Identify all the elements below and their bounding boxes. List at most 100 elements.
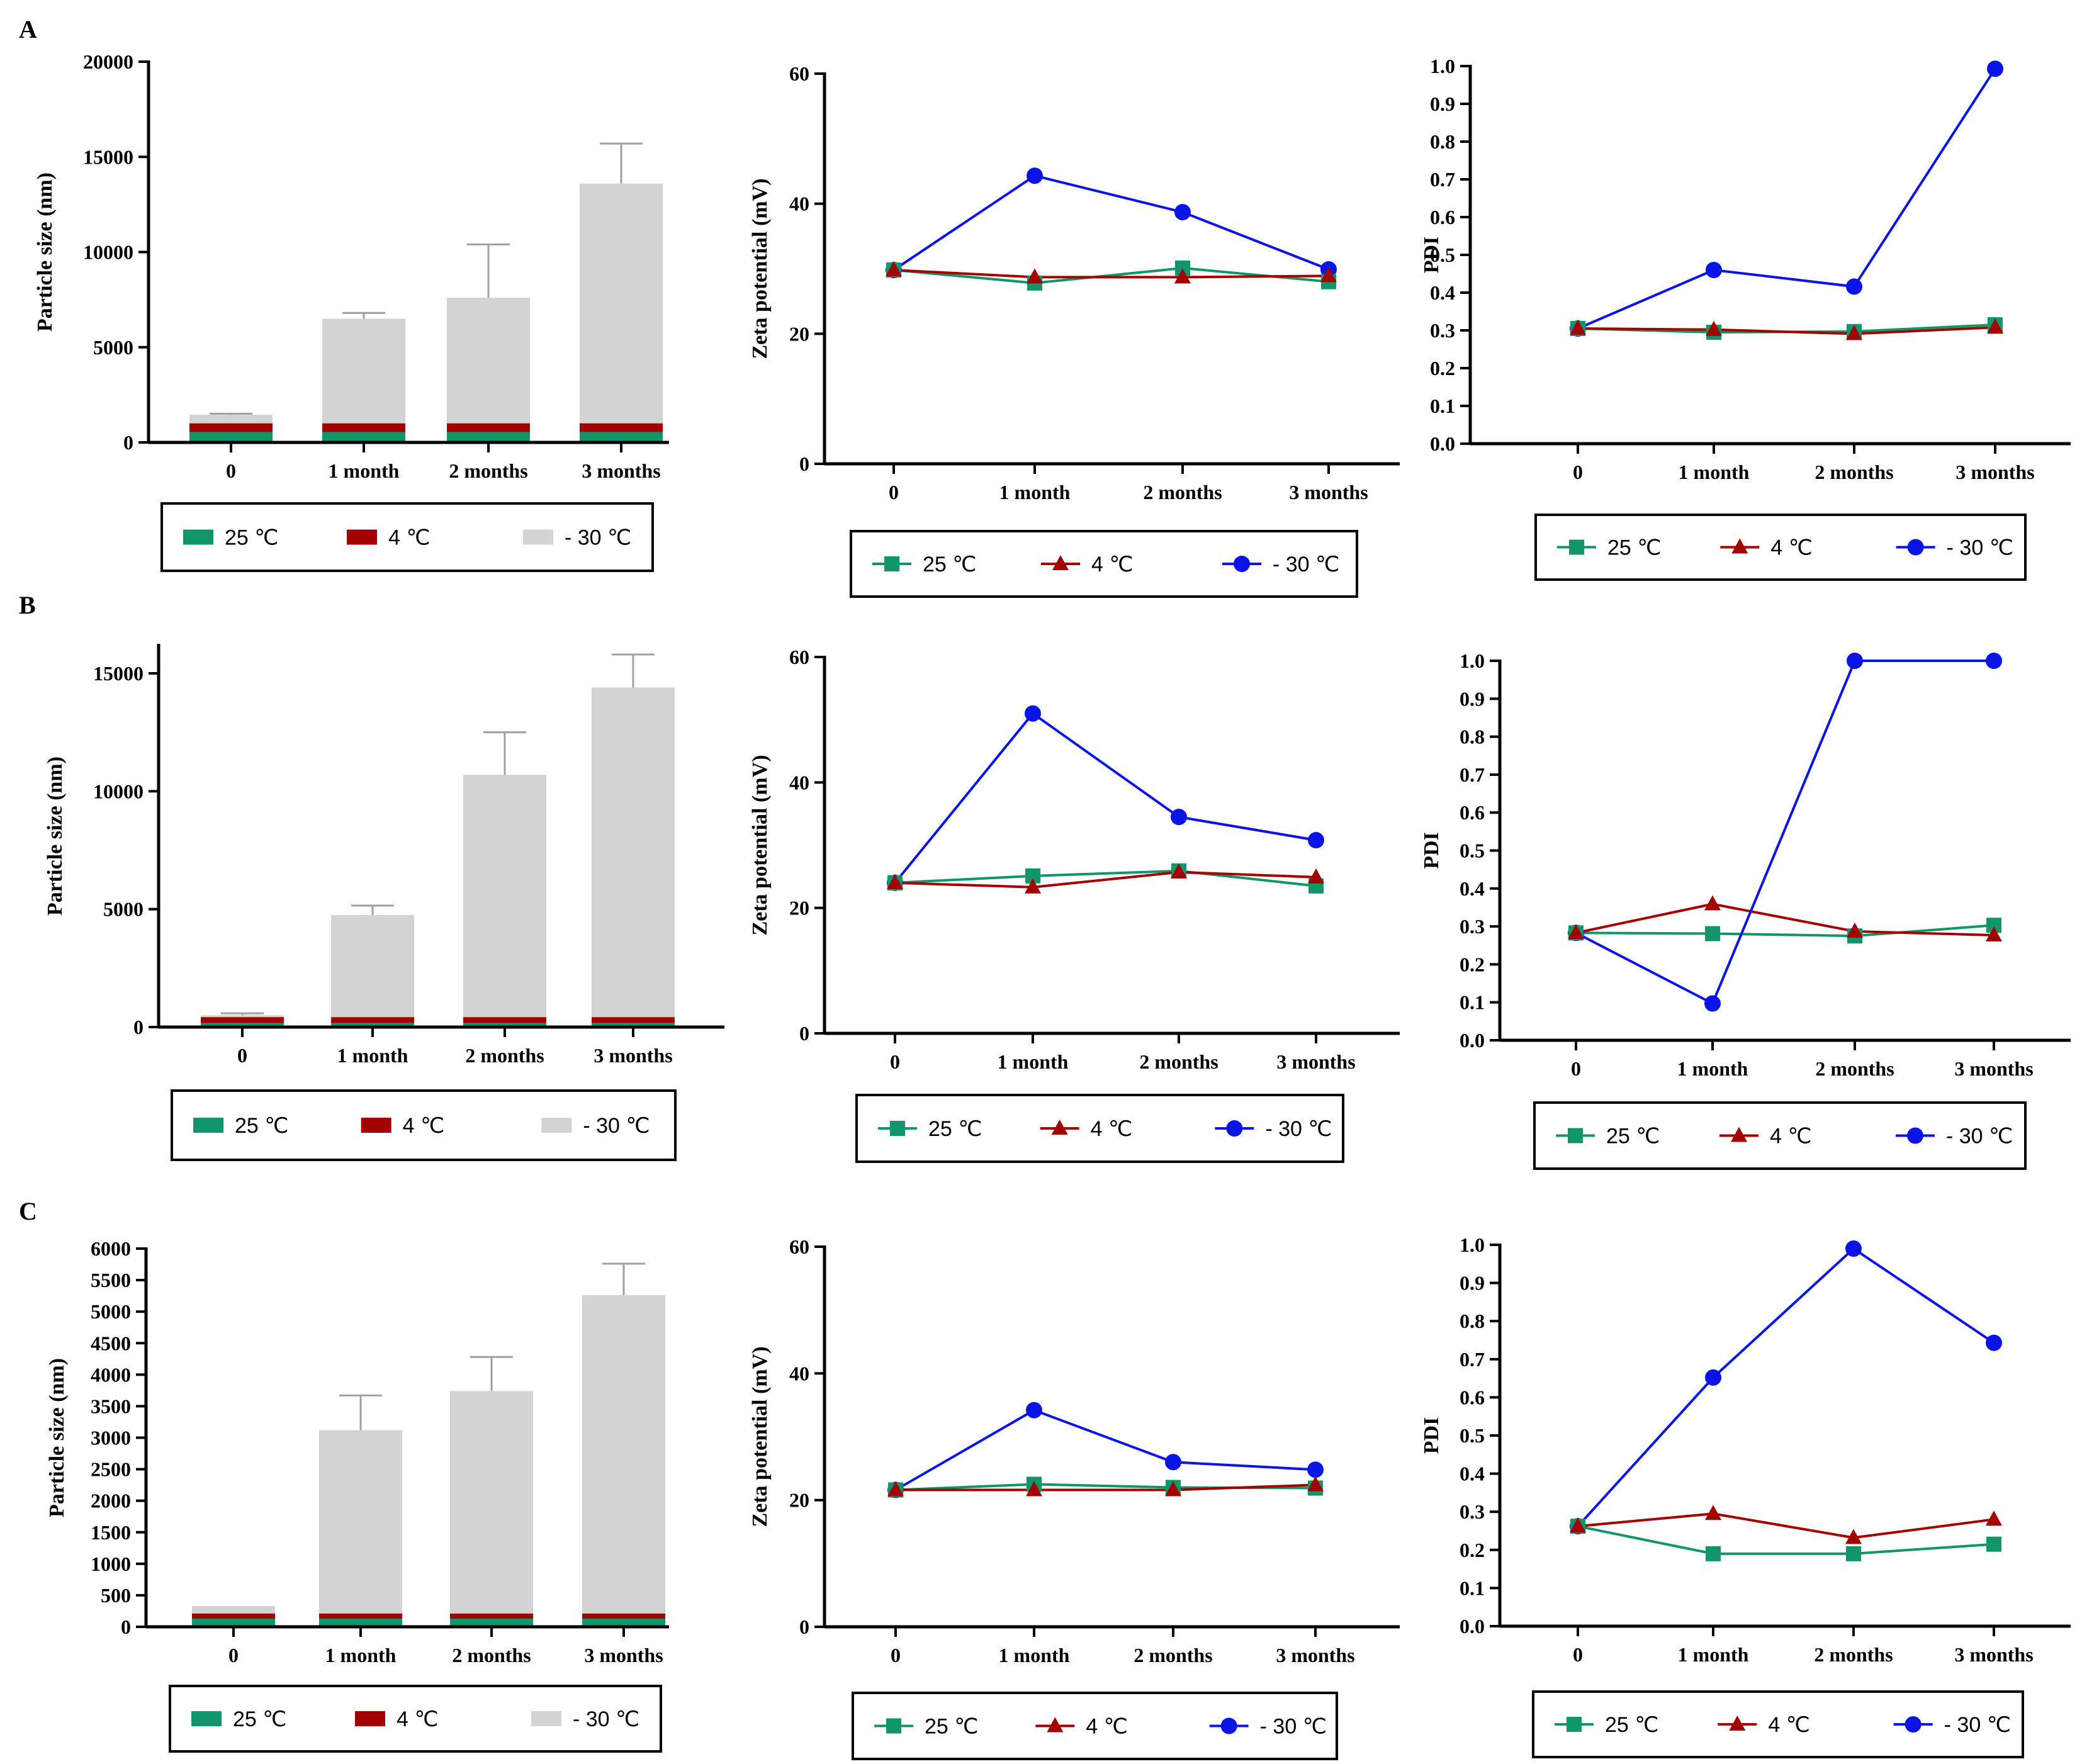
- y-tick-label: 0.2: [1430, 357, 1455, 379]
- y-axis-label: Zeta potential (mV): [748, 755, 772, 935]
- legend-swatch: [523, 529, 553, 545]
- legend-marker-triangle: [1047, 1717, 1064, 1733]
- x-tick-label: 3 months: [594, 1044, 672, 1067]
- bar-25-0: [201, 1023, 284, 1027]
- legend-label: - 30 ℃: [583, 1114, 650, 1138]
- y-tick-label: 500: [101, 1584, 131, 1607]
- x-tick-label: 1 month: [999, 481, 1071, 503]
- x-tick-label: 1 month: [337, 1044, 408, 1067]
- legend-box: [1533, 1101, 2027, 1170]
- legend-swatch: [355, 1711, 385, 1726]
- x-tick-label: 2 months: [1815, 1057, 1894, 1080]
- legend-box: [850, 530, 1358, 598]
- x-tick-label: 3 months: [1954, 1057, 2033, 1080]
- panel-letter-b: B: [19, 591, 36, 619]
- legend-marker-square: [1568, 1128, 1583, 1143]
- legend-marker-circle: [1226, 1120, 1243, 1137]
- legend-label: 4 ℃: [397, 1707, 439, 1731]
- legend-marker-square: [1567, 1717, 1582, 1732]
- y-tick-label: 10000: [93, 780, 143, 802]
- bar-25-2: [450, 1618, 533, 1627]
- panel-letter-a: A: [19, 15, 37, 43]
- x-tick-label: 3 months: [584, 1644, 663, 1666]
- series-line-2: [892, 174, 1329, 271]
- legend-label: 4 ℃: [1091, 1117, 1133, 1141]
- series-line-0: [893, 266, 1329, 284]
- x-tick-label: 3 months: [1276, 1050, 1355, 1073]
- x-tick-label: 3 months: [1955, 461, 2034, 483]
- y-tick-label: 0.1: [1460, 1576, 1485, 1599]
- y-tick-label: 3500: [91, 1395, 131, 1417]
- x-tick-label: 2 months: [1814, 1643, 1893, 1666]
- chart-5-line: 0 20 40 60 0 1 month 2 months 3 months Zeta pote…: [748, 646, 1400, 1163]
- point-circle: [1705, 1369, 1721, 1386]
- point-triangle: [1845, 1529, 1862, 1544]
- chart-3-line: 0.0 0.1 0.2 0.3 0.4 0.5 0.6 0.7 0.8 0.9 1.0 0 1 mont…: [1420, 55, 2071, 581]
- point-square: [1846, 1546, 1861, 1561]
- point-circle: [1174, 204, 1191, 221]
- point-triangle: [1987, 318, 2003, 334]
- point-circle: [1987, 60, 2003, 77]
- point-triangle: [1568, 924, 1584, 940]
- y-tick-label: 1500: [91, 1521, 131, 1544]
- bar-25-3: [592, 1023, 675, 1027]
- point-triangle: [1171, 863, 1187, 879]
- legend-label: 4 ℃: [1770, 1125, 1812, 1149]
- y-tick-label: 3000: [91, 1427, 131, 1449]
- y-tick-label: 0.6: [1430, 206, 1455, 228]
- point-triangle: [1704, 895, 1721, 911]
- legend-label: - 30 ℃: [1946, 1125, 2013, 1149]
- legend-swatch: [193, 1118, 223, 1133]
- legend-marker-square: [890, 1121, 905, 1136]
- legend: 25 ℃ 4 ℃ - 30 ℃: [169, 1685, 662, 1753]
- y-tick-label: 0: [799, 1615, 809, 1638]
- legend-box: [160, 502, 654, 572]
- y-tick-label: 1.0: [1460, 649, 1485, 672]
- y-tick-label: 0.2: [1460, 1539, 1485, 1561]
- legend-marker-square: [1569, 539, 1584, 555]
- y-tick-label: 0.0: [1460, 1029, 1485, 1052]
- legend-label: 4 ℃: [1091, 553, 1134, 576]
- legend-label: 25 ℃: [225, 526, 278, 550]
- legend-box: [171, 1089, 677, 1161]
- y-tick-label: 60: [789, 646, 809, 668]
- y-tick-label: 40: [789, 771, 809, 794]
- bar-30-1: [322, 318, 405, 442]
- legend: 25 ℃ 4 ℃ - 30 ℃: [1532, 1690, 2024, 1758]
- legend-marker-triangle: [1051, 1120, 1068, 1135]
- y-tick-label: 5000: [103, 898, 143, 921]
- point-square: [1706, 1546, 1721, 1561]
- point-triangle: [1027, 268, 1043, 284]
- x-tick-label: 0: [1571, 1057, 1581, 1080]
- y-tick-label: 0.1: [1430, 395, 1455, 417]
- x-tick-label: 1 month: [999, 1644, 1070, 1666]
- legend-label: - 30 ℃: [1944, 1713, 2011, 1737]
- legend-marker-triangle: [1729, 1716, 1746, 1731]
- point-triangle: [887, 1481, 904, 1497]
- y-tick-label: 0.7: [1430, 168, 1455, 191]
- point-square: [1705, 926, 1720, 941]
- legend-label: - 30 ℃: [1273, 553, 1339, 576]
- bar-25-2: [447, 432, 530, 442]
- y-tick-label: 4500: [91, 1332, 131, 1354]
- panel-letter-c: C: [19, 1197, 37, 1225]
- legend-label: 25 ℃: [928, 1117, 982, 1141]
- point-triangle: [1026, 1481, 1042, 1497]
- x-tick-label: 0: [891, 1644, 901, 1666]
- chart-9-line: 0.0 0.1 0.2 0.3 0.4 0.5 0.6 0.7 0.8 0.9 1.0 0 1 mont…: [1420, 1233, 2071, 1758]
- x-tick-label: 0: [1573, 1643, 1583, 1666]
- x-tick-label: 3 months: [1954, 1643, 2033, 1666]
- point-circle: [1845, 1240, 1862, 1257]
- y-tick-label: 0.5: [1460, 840, 1485, 862]
- legend-box: [1534, 514, 2027, 581]
- y-tick-label: 0: [121, 1615, 131, 1638]
- x-tick-label: 2 months: [449, 459, 527, 482]
- y-tick-label: 5500: [91, 1269, 131, 1291]
- point-circle: [1171, 809, 1187, 826]
- legend-label: 4 ℃: [388, 526, 430, 550]
- y-tick-label: 1.0: [1430, 55, 1455, 77]
- legend-marker-triangle: [1731, 1126, 1747, 1142]
- bar-25-1: [319, 1618, 402, 1627]
- y-axis-label: PDI: [1420, 832, 1443, 869]
- bar-30-2: [463, 775, 546, 1027]
